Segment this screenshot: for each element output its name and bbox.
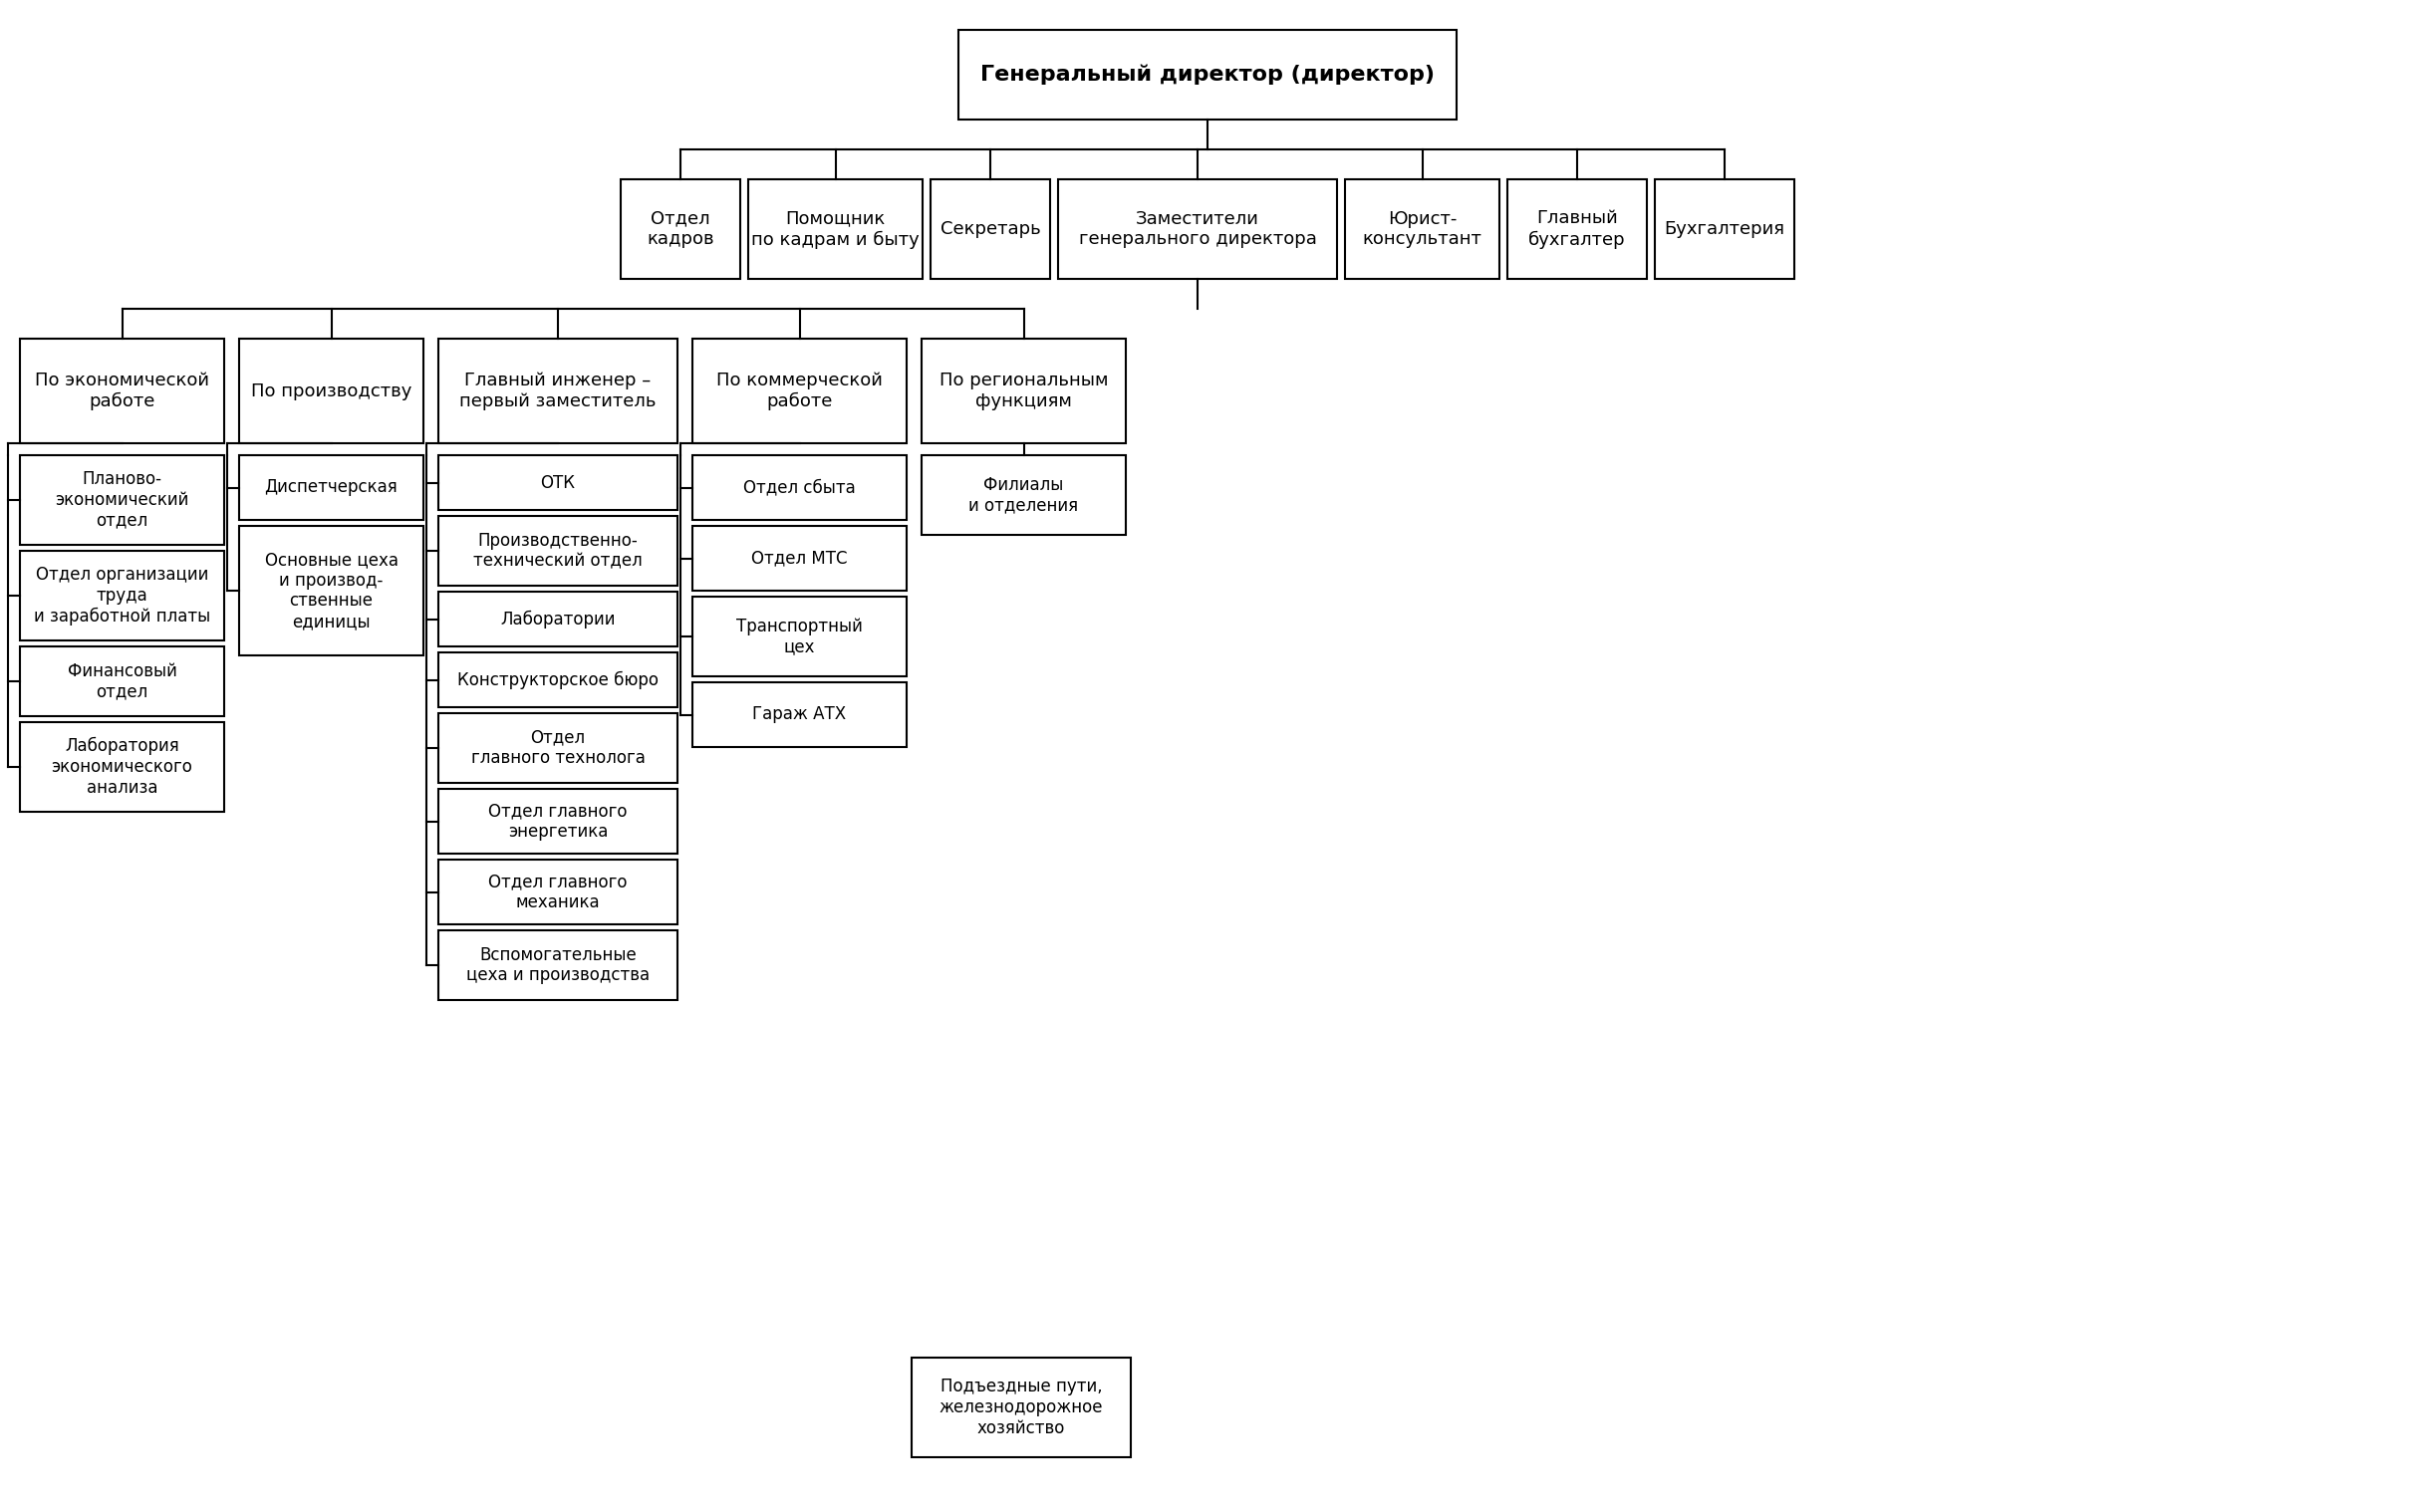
- FancyBboxPatch shape: [693, 597, 906, 676]
- Text: Отдел сбыта: Отдел сбыта: [744, 479, 855, 496]
- Text: Транспортный
цех: Транспортный цех: [737, 617, 862, 656]
- Text: Вспомогательные
цеха и производства: Вспомогательные цеха и производства: [466, 947, 650, 984]
- FancyBboxPatch shape: [693, 455, 906, 520]
- FancyBboxPatch shape: [440, 339, 679, 443]
- FancyBboxPatch shape: [930, 180, 1051, 278]
- Text: Отдел
главного технолога: Отдел главного технолога: [471, 729, 645, 768]
- FancyBboxPatch shape: [440, 455, 679, 510]
- Text: Диспетчерская: Диспетчерская: [266, 479, 398, 496]
- Text: Генеральный директор (директор): Генеральный директор (директор): [980, 65, 1435, 85]
- FancyBboxPatch shape: [1058, 180, 1338, 278]
- Text: Главный инженер –
первый заместитель: Главный инженер – первый заместитель: [459, 372, 657, 410]
- Text: Основные цеха
и производ-
ственные
единицы: Основные цеха и производ- ственные едини…: [266, 550, 398, 631]
- FancyBboxPatch shape: [749, 180, 923, 278]
- FancyBboxPatch shape: [693, 682, 906, 747]
- FancyBboxPatch shape: [19, 339, 225, 443]
- Text: Конструкторское бюро: Конструкторское бюро: [456, 671, 659, 689]
- FancyBboxPatch shape: [440, 860, 679, 924]
- Text: Филиалы
и отделения: Филиалы и отделения: [968, 476, 1080, 514]
- FancyBboxPatch shape: [239, 526, 423, 655]
- FancyBboxPatch shape: [19, 647, 225, 717]
- FancyBboxPatch shape: [1507, 180, 1647, 278]
- FancyBboxPatch shape: [440, 516, 679, 585]
- Text: ОТК: ОТК: [541, 473, 575, 491]
- FancyBboxPatch shape: [1345, 180, 1500, 278]
- FancyBboxPatch shape: [923, 339, 1125, 443]
- Text: Планово-
экономический
отдел: Планово- экономический отдел: [56, 470, 188, 529]
- FancyBboxPatch shape: [910, 1358, 1130, 1458]
- FancyBboxPatch shape: [440, 652, 679, 708]
- FancyBboxPatch shape: [693, 526, 906, 591]
- FancyBboxPatch shape: [19, 723, 225, 812]
- Text: Секретарь: Секретарь: [939, 221, 1041, 237]
- FancyBboxPatch shape: [440, 714, 679, 783]
- Text: Юрист-
консультант: Юрист- консультант: [1362, 210, 1483, 248]
- FancyBboxPatch shape: [959, 30, 1456, 119]
- FancyBboxPatch shape: [440, 591, 679, 647]
- FancyBboxPatch shape: [19, 550, 225, 641]
- Text: Отдел организации
труда
и заработной платы: Отдел организации труда и заработной пла…: [34, 565, 210, 626]
- Text: По экономической
работе: По экономической работе: [34, 372, 210, 410]
- Text: Бухгалтерия: Бухгалтерия: [1664, 221, 1785, 237]
- Text: По производству: По производству: [251, 383, 411, 399]
- FancyBboxPatch shape: [440, 930, 679, 999]
- Text: Отдел МТС: Отдел МТС: [751, 549, 848, 567]
- Text: Главный
бухгалтер: Главный бухгалтер: [1529, 210, 1625, 248]
- Text: Лаборатория
экономического
анализа: Лаборатория экономического анализа: [51, 738, 193, 797]
- Text: Финансовый
отдел: Финансовый отдел: [68, 662, 176, 700]
- FancyBboxPatch shape: [923, 455, 1125, 535]
- FancyBboxPatch shape: [621, 180, 741, 278]
- FancyBboxPatch shape: [440, 789, 679, 854]
- Text: Подъездные пути,
железнодорожное
хозяйство: Подъездные пути, железнодорожное хозяйст…: [939, 1377, 1104, 1436]
- FancyBboxPatch shape: [693, 339, 906, 443]
- FancyBboxPatch shape: [1654, 180, 1794, 278]
- Text: По региональным
функциям: По региональным функциям: [939, 372, 1108, 410]
- Text: Лаборатории: Лаборатории: [500, 609, 616, 627]
- FancyBboxPatch shape: [239, 339, 423, 443]
- Text: Отдел главного
энергетика: Отдел главного энергетика: [488, 801, 628, 841]
- FancyBboxPatch shape: [239, 455, 423, 520]
- FancyBboxPatch shape: [19, 455, 225, 544]
- Text: Гараж АТХ: Гараж АТХ: [753, 706, 845, 724]
- Text: Помощник
по кадрам и быту: Помощник по кадрам и быту: [751, 210, 920, 248]
- Text: Заместители
генерального директора: Заместители генерального директора: [1080, 210, 1316, 248]
- Text: Производственно-
технический отдел: Производственно- технический отдел: [473, 532, 642, 570]
- Text: Отдел главного
механика: Отдел главного механика: [488, 872, 628, 912]
- Text: По коммерческой
работе: По коммерческой работе: [717, 372, 881, 410]
- Text: Отдел
кадров: Отдел кадров: [647, 210, 715, 248]
